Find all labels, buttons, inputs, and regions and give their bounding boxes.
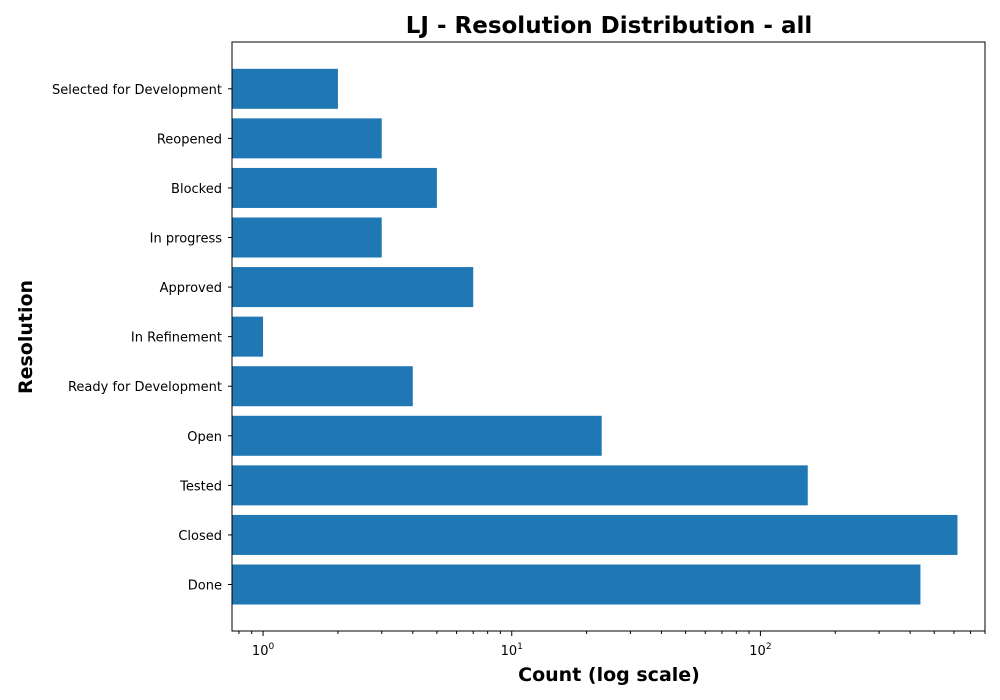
y-tick-label: In progress [150,232,223,247]
y-ticks-group: Done Closed Tested Open Ready for Developmen… [52,83,232,594]
y-tick-label: Approved [160,281,222,296]
bar-selected-for-development [232,68,338,109]
y-tick-label: Ready for Development [68,380,222,395]
bar-ready-for-development [232,366,413,407]
y-tick-label: Tested [179,479,222,494]
bar-blocked [232,167,437,208]
bar-approved [232,267,474,308]
bars-group [232,68,958,605]
bar-in-refinement [232,316,264,357]
y-tick-label: Reopened [157,132,222,147]
bar-in-progress [232,217,382,258]
y-tick-label: Closed [178,529,222,544]
x-axis-label: Count (log scale) [518,664,700,686]
x-tick-label: 100 [252,642,275,659]
bar-reopened [232,118,382,159]
x-ticks-group: 100 101 102 [238,631,986,659]
y-tick-label: In Refinement [131,331,222,346]
bar-done [232,564,921,605]
y-tick-label: Done [188,579,222,594]
x-tick-label: 101 [501,642,523,659]
y-tick-label: Selected for Development [52,83,222,98]
y-tick-label: Open [187,430,222,445]
x-tick-label: 102 [749,642,771,659]
y-tick-label: Blocked [171,182,222,197]
chart-title: LJ - Resolution Distribution - all [406,13,813,39]
y-axis-label: Resolution [15,280,37,394]
bar-closed [232,514,958,555]
bar-tested [232,465,808,506]
plot-frame [231,41,986,632]
bar-open [232,415,602,456]
